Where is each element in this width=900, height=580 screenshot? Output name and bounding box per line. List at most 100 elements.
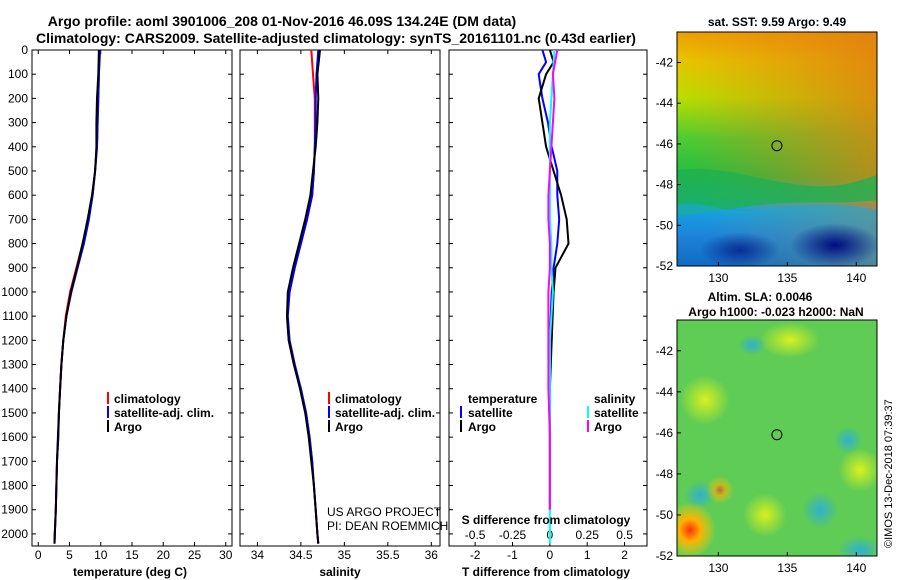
legend-climatology-label: climatology [335,392,402,406]
series-line [286,49,321,544]
sst-map-title: sat. SST: 9.59 Argo: 9.49 [708,15,847,29]
y-tick-label: 0 [21,43,28,57]
map-y-tick-label: -52 [656,259,674,273]
y-tick-label: 1600 [1,430,28,444]
x-tick-label: 2 [621,548,628,562]
y-tick-label: 400 [8,140,28,154]
title-line2: Climatology: CARS2009. Satellite-adjuste… [36,30,636,46]
legend-salinity-title: salinity [594,392,636,406]
map-x-tick-label: 130 [708,561,728,575]
map-y-tick-label: -42 [656,344,674,358]
legend-argo-label: Argo [335,420,363,434]
temperature-lines [53,49,102,544]
y-tick-label: 300 [8,116,28,130]
x-tick-label: 35.5 [376,548,400,562]
map-y-tick-label: -48 [656,467,674,481]
x-tick-label: 20 [157,548,171,562]
x-tick-label: 36 [425,548,439,562]
y-tick-label: 1300 [1,358,28,372]
x-tick-label: 0 [547,548,554,562]
legend-argo-label: Argo [114,420,142,434]
sla-map-ticks: 130 135 140 -42 -44 -46 -48 -50 -52 [656,344,867,575]
map-y-tick-label: -48 [656,178,674,192]
map-x-tick-label: 130 [708,271,728,285]
sst-map-image [677,32,877,266]
map-y-tick-label: -50 [656,508,674,522]
y-tick-label: 1800 [1,479,28,493]
sla-map-title: Altim. SLA: 0.0046 [708,290,813,304]
y-tick-label: 800 [8,237,28,251]
y-tick-label: 1900 [1,503,28,517]
temperature-ticks: 0100200300400500600700800900100011001200… [1,43,232,562]
t-difference-label: T difference from climatology [462,565,630,579]
sla-map-image [677,320,877,556]
y-tick-label: 1500 [1,406,28,420]
legend-satellite-label: satellite-adj. clim. [335,406,435,420]
y-tick-label: 500 [8,164,28,178]
s-tick-label: 0.25 [576,528,600,542]
sst-map: sat. SST: 9.59 Argo: 9.49 130 135 140 -42 -4… [656,15,878,285]
salinity-lines [286,49,321,544]
sst-map-frame [676,31,878,267]
salinity-axes [239,49,441,547]
map-y-tick-label: -46 [656,137,674,151]
imos-watermark: ©IMOS 13-Dec-2018 07:39:37 [883,399,895,548]
map-y-tick-label: -44 [656,96,674,110]
map-x-tick-label: 140 [846,271,866,285]
project-line2: PI: DEAN ROEMMICH [327,519,448,533]
x-tick-label: 0 [35,548,42,562]
project-line1: US ARGO PROJECT [327,505,442,519]
series-line [547,49,559,510]
y-tick-label: 1400 [1,382,28,396]
x-tick-label: 15 [125,548,139,562]
legend-sal-satellite-label: satellite [594,406,639,420]
sla-map: Altim. SLA: 0.0046 Argo h1000: -0.023 h2… [656,290,878,575]
map-x-tick-label: 135 [777,561,797,575]
y-tick-label: 1200 [1,333,28,347]
s-tick-label: -0.5 [465,528,486,542]
legend-temp-satellite-label: satellite [468,406,513,420]
legend-climatology-label: climatology [114,392,181,406]
x-tick-label: 10 [94,548,108,562]
map-x-tick-label: 140 [846,561,866,575]
series-line [53,49,100,544]
y-tick-label: 1700 [1,454,28,468]
y-tick-label: 1100 [2,309,28,323]
legend-satellite-label: satellite-adj. clim. [114,406,214,420]
s-tick-label: 0.5 [616,528,633,542]
difference-lines [537,49,570,544]
y-tick-label: 100 [8,67,28,81]
temperature-xlabel: temperature (deg C) [73,565,187,579]
y-tick-label: 700 [8,212,28,226]
legend-sal-argo-label: Argo [594,420,622,434]
map-y-tick-label: -50 [656,218,674,232]
difference-panel: -2 -1 0 1 2-0.5 -0.25 0 0.25 0.5 S difference fr… [448,49,648,579]
x-tick-label: -2 [470,548,481,562]
x-tick-label: 34.5 [289,548,313,562]
map-x-tick-label: 135 [777,271,797,285]
temperature-panel: 0100200300400500600700800900100011001200… [1,43,232,579]
x-tick-label: -1 [507,548,518,562]
map-y-tick-label: -44 [656,385,674,399]
salinity-legend: climatology satellite-adj. clim. Argo [328,392,435,434]
temperature-axes [31,49,233,547]
x-tick-label: 34 [251,548,265,562]
argo-location-marker [771,429,783,441]
legend-temperature-title: temperature [468,392,538,406]
salinity-xlabel: salinity [319,565,361,579]
salinity-panel: 34 34.5 35 35.5 36 salinity climatology sate… [239,49,448,579]
s-difference-label: S difference from climatology [462,513,631,527]
x-tick-label: 25 [188,548,202,562]
salinity-ticks: 34 34.5 35 35.5 36 [240,49,440,562]
map-y-tick-label: -52 [656,549,674,563]
y-tick-label: 1000 [1,285,28,299]
y-tick-label: 600 [8,188,28,202]
temperature-legend: climatology satellite-adj. clim. Argo [107,392,214,434]
sla-map-subtitle: Argo h1000: -0.023 h2000: NaN [688,305,863,319]
argo-location-marker [771,140,783,152]
legend-temp-argo-label: Argo [468,420,496,434]
sla-map-frame [676,319,878,557]
x-tick-label: 35 [338,548,352,562]
s-tick-label: -0.25 [499,528,527,542]
